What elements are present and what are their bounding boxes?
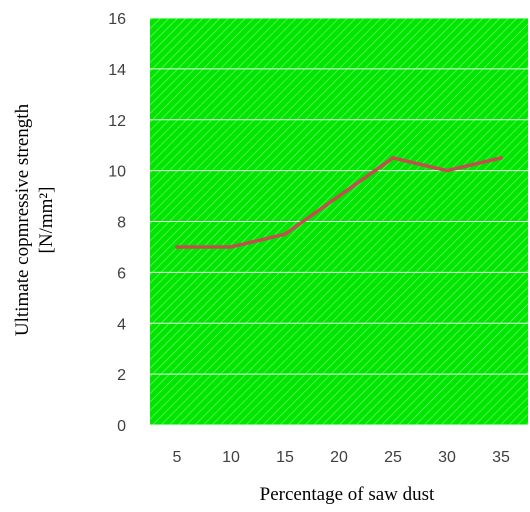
y-axis-title: Ultimate copmressive strength [N/mm²] (12, 103, 57, 336)
x-axis-ticks: 5 10 15 20 25 30 35 (173, 449, 510, 466)
y-tick-label: 6 (117, 265, 126, 282)
data-point (499, 156, 503, 160)
data-point (175, 245, 179, 249)
x-tick-label: 25 (384, 449, 402, 466)
y-tick-label: 12 (108, 113, 126, 130)
y-tick-label: 0 (117, 418, 126, 435)
data-points (175, 156, 503, 249)
y-tick-label: 2 (117, 367, 126, 384)
data-point (337, 194, 341, 198)
y-tick-label: 14 (108, 62, 126, 79)
y-axis-title-line1: Ultimate copmressive strength (12, 103, 33, 336)
x-tick-label: 5 (173, 449, 182, 466)
data-point (229, 245, 233, 249)
x-axis-title: Percentage of saw dust (260, 484, 435, 505)
x-tick-label: 30 (438, 449, 456, 466)
y-tick-label: 10 (108, 164, 126, 181)
y-axis-title-line2: [N/mm²] (36, 187, 57, 254)
data-point (283, 232, 287, 237)
x-tick-label: 10 (222, 449, 240, 466)
y-tick-label: 8 (117, 215, 126, 232)
gridlines (150, 17, 528, 426)
x-tick-label: 35 (492, 449, 510, 466)
y-tick-label: 4 (117, 316, 126, 333)
x-tick-label: 15 (276, 449, 294, 466)
y-tick-label: 16 (108, 11, 126, 28)
data-point (445, 168, 449, 173)
y-axis-ticks: 0 2 4 6 8 10 12 14 16 (108, 11, 126, 435)
x-tick-label: 20 (330, 449, 348, 466)
data-point (391, 156, 395, 160)
